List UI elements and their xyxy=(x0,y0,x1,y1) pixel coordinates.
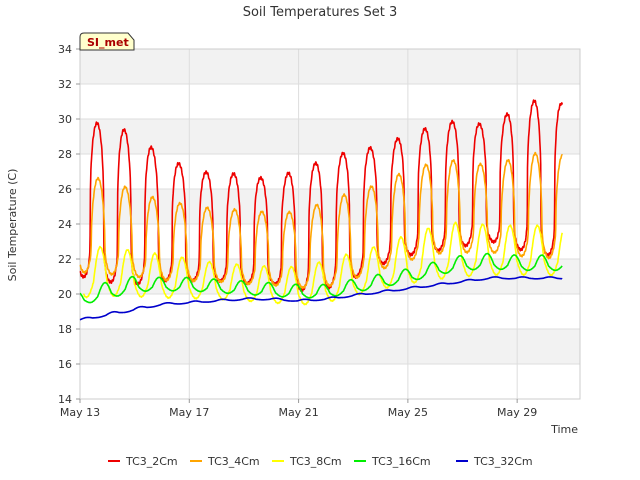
y-tick-label: 24 xyxy=(58,218,72,231)
y-tick-label: 34 xyxy=(58,43,72,56)
plot-band xyxy=(80,119,580,154)
legend-item: TC3_16Cm xyxy=(354,455,431,468)
series-lines xyxy=(79,99,563,321)
y-tick-label: 14 xyxy=(58,393,72,406)
y-tick-label: 32 xyxy=(58,78,72,91)
y-tick-label: 22 xyxy=(58,253,72,266)
series-line-tc3-4cm xyxy=(79,151,563,290)
x-tick-label: May 13 xyxy=(60,406,100,419)
x-axis-label: Time xyxy=(550,423,578,436)
chart-title: Soil Temperatures Set 3 xyxy=(243,5,398,20)
plot-band xyxy=(80,329,580,364)
legend-label: TC3_32Cm xyxy=(473,455,533,468)
site-badge: SI_met xyxy=(79,32,135,51)
series-line-tc3-32cm xyxy=(79,276,563,321)
y-tick-label: 16 xyxy=(58,358,72,371)
plot-band xyxy=(80,154,580,189)
plot-band xyxy=(80,189,580,224)
y-tick-label: 26 xyxy=(58,183,72,196)
y-axis-ticks: 14 16 18 20 22 24 26 28 30 32 34 xyxy=(58,43,80,406)
y-axis-label: Soil Temperature (C) xyxy=(6,169,19,282)
legend: TC3_2Cm TC3_4Cm TC3_8Cm TC3_16Cm TC3_32Cm xyxy=(108,455,533,468)
plot-band xyxy=(80,49,580,84)
x-tick-label: May 21 xyxy=(278,406,318,419)
legend-label: TC3_4Cm xyxy=(207,455,260,468)
x-tick-label: May 29 xyxy=(497,406,537,419)
legend-label: TC3_2Cm xyxy=(125,455,178,468)
series-line-tc3-16cm xyxy=(79,252,563,304)
site-badge-box xyxy=(79,32,135,51)
plot-band xyxy=(80,224,580,259)
x-tick-label: May 25 xyxy=(388,406,428,419)
series-line-tc3-8cm xyxy=(82,221,563,306)
legend-item: TC3_2Cm xyxy=(108,455,178,468)
y-tick-label: 18 xyxy=(58,323,72,336)
plot-background-bands xyxy=(80,49,580,399)
site-badge-label: SI_met xyxy=(87,36,129,49)
y-tick-label: 28 xyxy=(58,148,72,161)
x-axis-ticks: May 13 May 17 May 21 May 25 May 29 xyxy=(60,399,537,419)
y-tick-label: 20 xyxy=(58,288,72,301)
x-tick-label: May 17 xyxy=(169,406,209,419)
y-tick-label: 30 xyxy=(58,113,72,126)
legend-item: TC3_32Cm xyxy=(456,455,533,468)
legend-item: TC3_4Cm xyxy=(190,455,260,468)
legend-label: TC3_8Cm xyxy=(289,455,342,468)
plot-band xyxy=(80,364,580,399)
legend-label: TC3_16Cm xyxy=(371,455,431,468)
plot-band xyxy=(80,84,580,119)
legend-item: TC3_8Cm xyxy=(272,455,342,468)
